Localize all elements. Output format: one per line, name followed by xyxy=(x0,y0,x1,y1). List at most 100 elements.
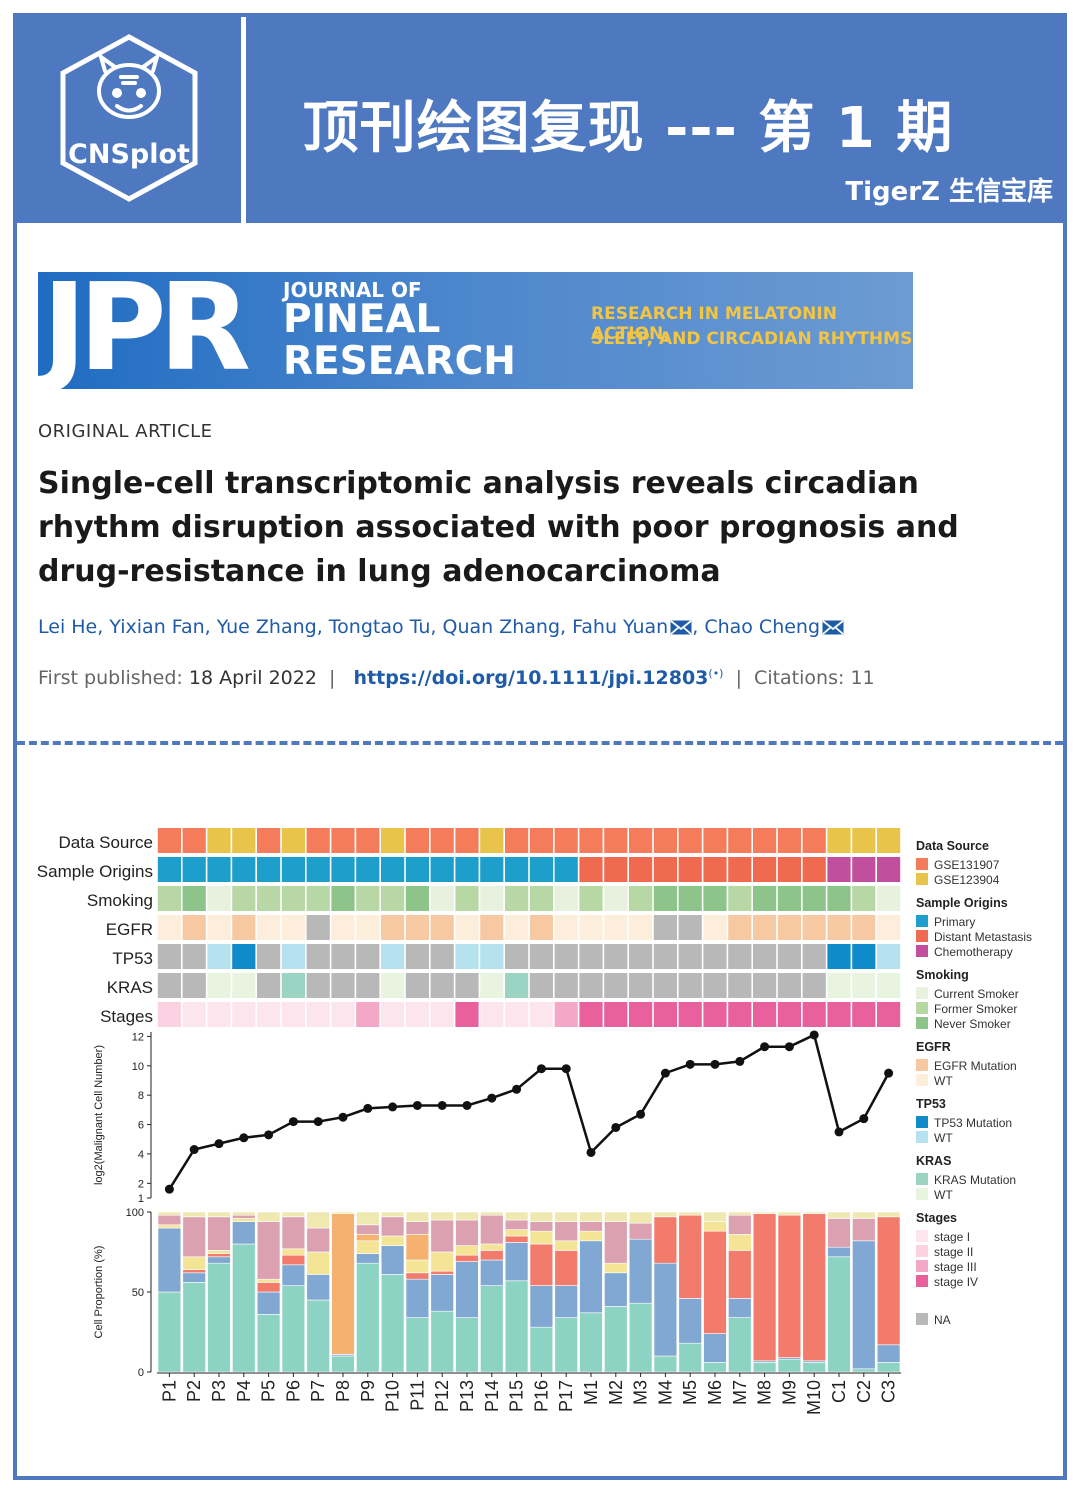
sample-label: P7 xyxy=(308,1380,328,1402)
sample-label: P16 xyxy=(531,1380,551,1412)
annotation-cell xyxy=(306,944,330,969)
legend-entry: EGFR Mutation xyxy=(934,1059,1017,1073)
stacked-bar-segment xyxy=(232,1243,256,1373)
annotation-cell xyxy=(356,857,380,882)
legend-swatch xyxy=(916,915,928,927)
line-point xyxy=(884,1068,894,1078)
sample-label: P12 xyxy=(432,1380,452,1412)
annotation-cell xyxy=(852,828,876,853)
annotation-cell xyxy=(306,828,330,853)
sample-label: P1 xyxy=(159,1380,179,1402)
stacked-bar-segment xyxy=(331,1211,355,1214)
stacked-bar-segment xyxy=(256,1278,281,1283)
annotation-cell xyxy=(753,944,777,969)
stacked-bar-segment xyxy=(281,1264,306,1286)
sample-label: M2 xyxy=(606,1380,626,1405)
annotation-cell xyxy=(182,886,206,911)
annotation-cell xyxy=(852,886,876,911)
annotation-cell xyxy=(281,944,305,969)
stacked-bar-segment xyxy=(703,1230,727,1334)
annotation-cell xyxy=(331,857,355,882)
journal-banner: JPR JOURNAL OF PINEAL RESEARCH RESEARCH … xyxy=(38,272,913,389)
annotation-cell xyxy=(703,915,727,940)
annotation-cell xyxy=(207,857,231,882)
mail-icon[interactable] xyxy=(822,620,844,635)
annotation-cell xyxy=(281,886,305,911)
annotation-cell xyxy=(232,857,256,882)
stacked-bar-segment xyxy=(554,1240,578,1251)
annotation-cell xyxy=(306,886,330,911)
cnsplot-logo[interactable]: CNSplot xyxy=(13,13,231,223)
stacked-bar-segment xyxy=(455,1211,479,1221)
annotation-cell xyxy=(405,886,429,911)
mail-icon[interactable] xyxy=(670,620,692,635)
stacked-bar-segment xyxy=(281,1248,306,1256)
jpr-logo: JPR xyxy=(42,272,251,389)
line-point xyxy=(561,1064,571,1074)
annotation-cell xyxy=(529,857,553,882)
annotation-cell xyxy=(579,857,603,882)
stacked-bar-segment xyxy=(455,1317,479,1373)
stacked-bar-segment xyxy=(827,1218,851,1248)
legend-swatch xyxy=(916,1017,928,1029)
annotation-cell xyxy=(430,886,454,911)
stacked-bar-segment xyxy=(480,1285,504,1373)
citations-value[interactable]: 11 xyxy=(850,667,875,689)
stacked-bar-segment xyxy=(232,1221,256,1245)
annotation-cell xyxy=(678,915,702,940)
stacked-bar-segment xyxy=(504,1211,529,1221)
annotation-cell xyxy=(827,944,851,969)
annotation-cell xyxy=(827,857,851,882)
stacked-bar-segment xyxy=(529,1211,554,1222)
stacked-bar-segment xyxy=(628,1211,653,1224)
sample-label: P10 xyxy=(383,1380,403,1412)
line-point xyxy=(859,1114,869,1124)
annotation-cell xyxy=(207,944,231,969)
stacked-bar-segment xyxy=(852,1240,876,1370)
sample-label: M9 xyxy=(779,1380,799,1405)
authors-text[interactable]: Lei He, Yixian Fan, Yue Zhang, Tongtao T… xyxy=(38,616,669,638)
stacked-bar-segment xyxy=(232,1211,256,1216)
annotation-cell xyxy=(777,857,801,882)
stacked-bar-segment xyxy=(207,1253,231,1258)
sample-label: P14 xyxy=(482,1380,502,1412)
annotation-cell xyxy=(728,973,752,998)
line-point xyxy=(388,1102,398,1112)
annotation-cell xyxy=(356,973,380,998)
annotation-cell xyxy=(653,857,677,882)
stacked-bar-segment xyxy=(430,1270,454,1275)
annotation-cell xyxy=(629,857,653,882)
annotation-cell xyxy=(455,944,479,969)
line-point xyxy=(239,1133,249,1143)
line-y-tick-label: 2 xyxy=(138,1178,144,1190)
sample-label: P8 xyxy=(333,1380,353,1402)
annotation-cell xyxy=(877,886,901,911)
line-point xyxy=(214,1139,224,1149)
broadcast-icon[interactable]: (•) xyxy=(708,667,724,680)
annotation-cell xyxy=(802,886,826,911)
stacked-bar-segment xyxy=(306,1274,330,1301)
annotation-cell xyxy=(381,828,405,853)
annotation-cell xyxy=(529,1002,553,1027)
legend-entry: Distant Metastasis xyxy=(934,930,1032,944)
annotation-cell xyxy=(455,973,479,998)
annotation-cell xyxy=(381,1002,405,1027)
line-point xyxy=(437,1100,447,1110)
stacked-bar-segment xyxy=(678,1342,702,1373)
stacked-bar-segment xyxy=(728,1298,752,1318)
last-author[interactable]: Chao Cheng xyxy=(704,616,821,638)
annotation-cell xyxy=(455,857,479,882)
annotation-cell xyxy=(604,886,628,911)
doi-link[interactable]: https://doi.org/10.1111/jpi.12803 xyxy=(353,667,709,689)
annotation-cell xyxy=(405,857,429,882)
stacked-bar-segment xyxy=(306,1227,330,1253)
stacked-bar-segment xyxy=(207,1262,231,1373)
annotation-cell xyxy=(629,915,653,940)
annotation-cell xyxy=(281,828,305,853)
annotation-cell xyxy=(629,886,653,911)
line-y-axis-title: log2(Malignant Cell Number) xyxy=(93,1045,105,1185)
annotation-cell xyxy=(455,886,479,911)
annotation-cell xyxy=(753,915,777,940)
line-point xyxy=(685,1059,695,1069)
stacked-bar-segment xyxy=(752,1362,777,1373)
